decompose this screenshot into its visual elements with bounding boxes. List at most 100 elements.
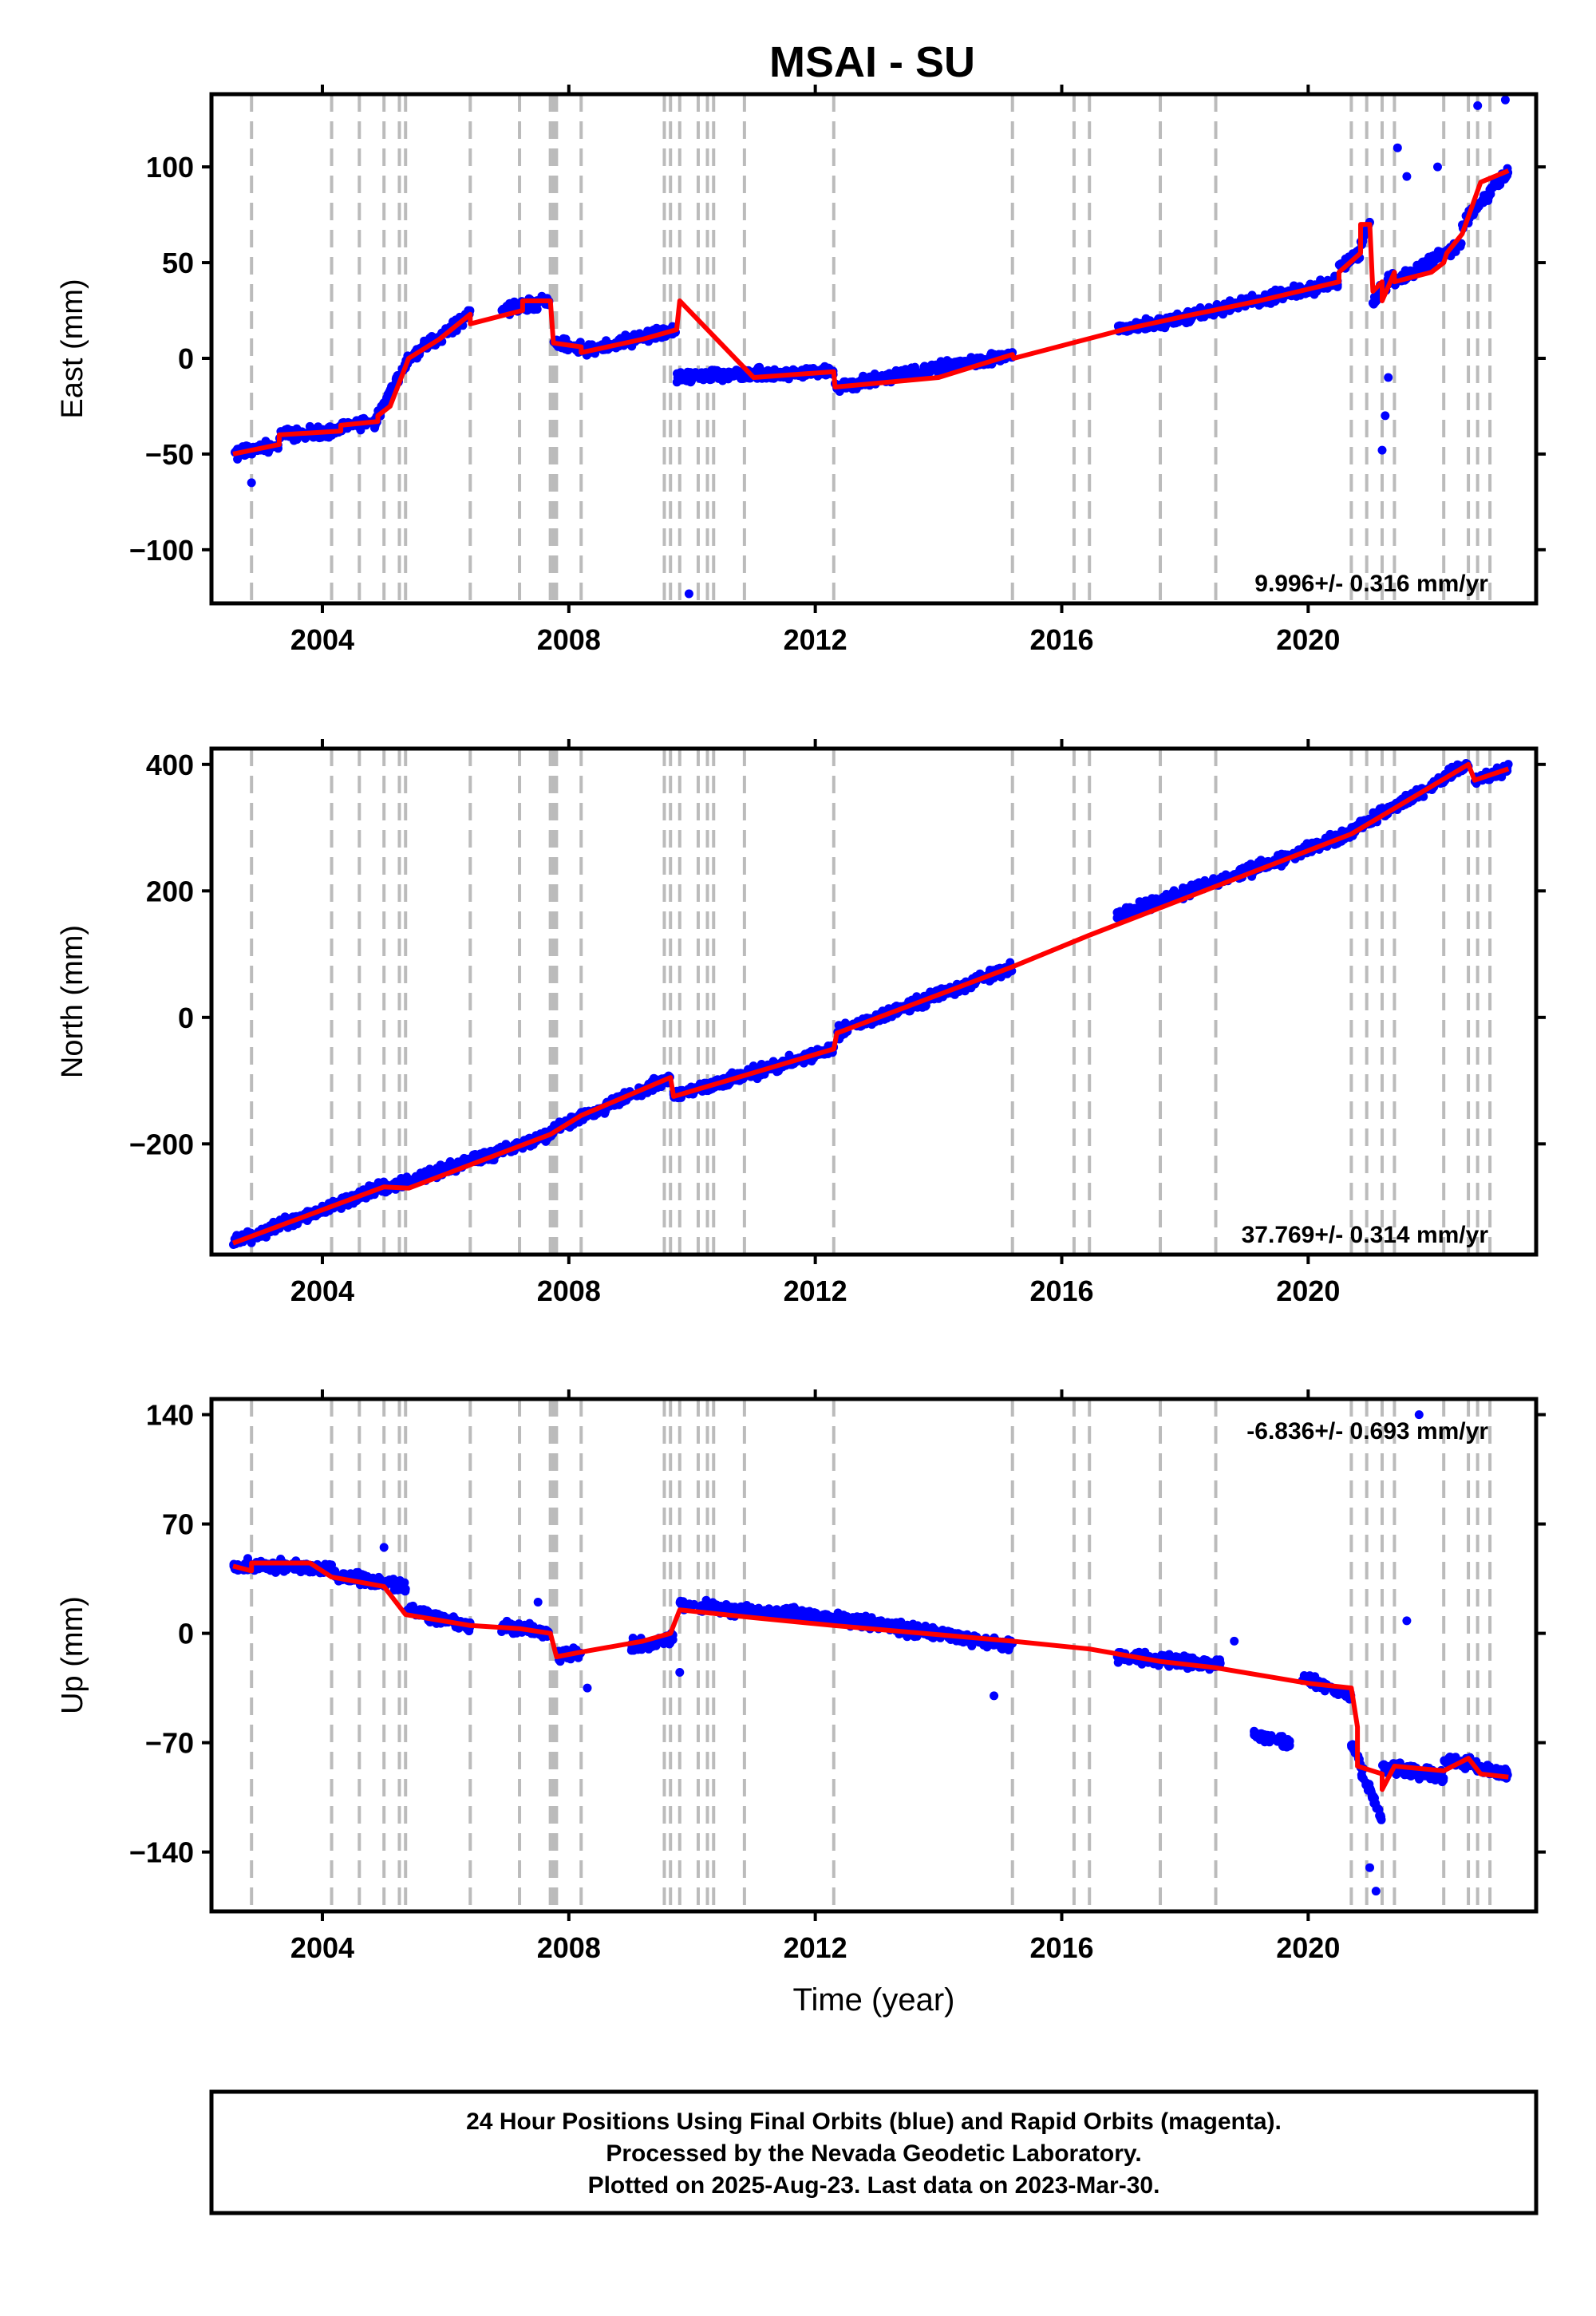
model-line bbox=[231, 761, 1510, 1246]
data-point-252 bbox=[352, 1567, 361, 1577]
y-tick-label: 400 bbox=[146, 749, 194, 781]
data-point-1838 bbox=[247, 478, 256, 488]
y-tick-label: −100 bbox=[129, 534, 194, 567]
data-point-823 bbox=[791, 1605, 800, 1614]
data-point-1839 bbox=[684, 589, 693, 599]
data-point-1846 bbox=[1402, 172, 1412, 181]
data-point-495 bbox=[398, 1179, 408, 1188]
x-tick-label: 2020 bbox=[1276, 1275, 1340, 1307]
x-tick-label: 2016 bbox=[1029, 1275, 1093, 1307]
data-point-790 bbox=[737, 1602, 746, 1611]
x-tick-label: 2008 bbox=[537, 1275, 601, 1307]
data-point-852 bbox=[784, 1050, 794, 1060]
step-lines bbox=[250, 94, 1492, 603]
data-point-916 bbox=[697, 372, 707, 381]
data-point-1831 bbox=[1484, 190, 1494, 200]
data-point-640 bbox=[630, 330, 639, 339]
x-tick-label: 2008 bbox=[537, 623, 601, 656]
y-axis-label: North (mm) bbox=[56, 925, 89, 1078]
model-line bbox=[232, 168, 1510, 456]
data-point-1532 bbox=[1212, 300, 1222, 309]
data-point-573 bbox=[662, 1638, 672, 1647]
data-point-1843 bbox=[1393, 143, 1402, 152]
data-point-1837 bbox=[1491, 180, 1500, 190]
data-point-167 bbox=[289, 436, 298, 445]
data-point-382 bbox=[407, 1605, 417, 1614]
data-point-961 bbox=[753, 1074, 762, 1084]
data-point-816 bbox=[777, 1607, 787, 1617]
y-tick-label: 200 bbox=[146, 875, 194, 907]
data-point-877 bbox=[710, 370, 719, 379]
data-point-510 bbox=[410, 1176, 420, 1185]
data-point-915 bbox=[728, 369, 737, 378]
velocity-label: 37.769+/- 0.314 mm/yr bbox=[1242, 1222, 1489, 1248]
data-point-1207 bbox=[901, 365, 911, 374]
x-tick-label: 2012 bbox=[784, 623, 847, 656]
figure-title: MSAI - SU bbox=[769, 38, 975, 86]
data-point-498 bbox=[460, 1153, 469, 1163]
observation-points bbox=[229, 1410, 1512, 1896]
data-point-812 bbox=[811, 1610, 820, 1619]
data-point-1189 bbox=[949, 359, 958, 368]
y-tick-label: 50 bbox=[162, 247, 194, 279]
data-point-1605 bbox=[1152, 899, 1161, 908]
data-point-1836 bbox=[1478, 196, 1487, 204]
data-point-381 bbox=[429, 1609, 438, 1618]
data-point-1205 bbox=[924, 365, 934, 374]
data-point-902 bbox=[719, 371, 729, 381]
x-tick-label: 2004 bbox=[290, 1275, 354, 1307]
data-point-1234 bbox=[921, 1002, 930, 1011]
data-point-1553 bbox=[1266, 288, 1276, 297]
data-point-1628 bbox=[1171, 891, 1180, 900]
data-point-459 bbox=[504, 302, 513, 312]
data-point-507 bbox=[559, 334, 568, 343]
data-point-1230 bbox=[926, 987, 935, 997]
y-tick-label: 0 bbox=[178, 342, 194, 375]
data-point-1192 bbox=[939, 358, 948, 367]
data-point-797 bbox=[801, 1607, 811, 1617]
data-point-824 bbox=[718, 1602, 728, 1611]
data-point-134 bbox=[254, 1564, 263, 1574]
x-tick-label: 2020 bbox=[1276, 623, 1340, 656]
data-point-814 bbox=[708, 1598, 717, 1607]
data-point-276 bbox=[387, 381, 397, 391]
data-point-1847 bbox=[1433, 162, 1442, 172]
data-point-464 bbox=[510, 297, 519, 306]
data-point-507 bbox=[433, 1164, 442, 1173]
y-tick-label: 0 bbox=[178, 1002, 194, 1034]
data-point-496 bbox=[479, 1148, 488, 1157]
observation-points bbox=[229, 759, 1513, 1249]
data-point-1752 bbox=[1415, 265, 1424, 275]
step-lines bbox=[250, 1399, 1492, 1911]
data-point-1191 bbox=[911, 362, 919, 372]
data-point-278 bbox=[330, 1566, 339, 1575]
y-tick-label: −50 bbox=[145, 438, 194, 471]
data-point-965 bbox=[768, 1057, 778, 1066]
data-point-1196 bbox=[934, 365, 944, 374]
y-tick-label: −200 bbox=[129, 1128, 194, 1160]
data-point-1840 bbox=[1377, 445, 1387, 455]
data-point-1505 bbox=[1289, 281, 1298, 290]
data-point-274 bbox=[365, 1573, 374, 1583]
data-point-1070 bbox=[891, 1618, 901, 1627]
data-point-384 bbox=[421, 1607, 430, 1617]
data-point-1629 bbox=[1164, 894, 1174, 903]
data-point-1620 bbox=[1246, 860, 1255, 869]
data-point-1616 bbox=[1186, 885, 1195, 895]
data-point-1845 bbox=[1500, 95, 1510, 105]
x-tick-label: 2016 bbox=[1029, 623, 1093, 656]
data-point-919 bbox=[681, 373, 691, 382]
axes-frame bbox=[209, 746, 1539, 1257]
velocity-label: 9.996+/- 0.316 mm/yr bbox=[1254, 571, 1488, 597]
data-point-264 bbox=[338, 1569, 348, 1579]
y-axis-label: East (mm) bbox=[56, 279, 89, 418]
data-point-512 bbox=[423, 1168, 433, 1177]
data-point-1760 bbox=[1428, 251, 1436, 261]
data-point-1841 bbox=[1381, 411, 1390, 421]
data-point-1758 bbox=[1436, 247, 1445, 257]
data-point-1842 bbox=[1384, 373, 1393, 382]
